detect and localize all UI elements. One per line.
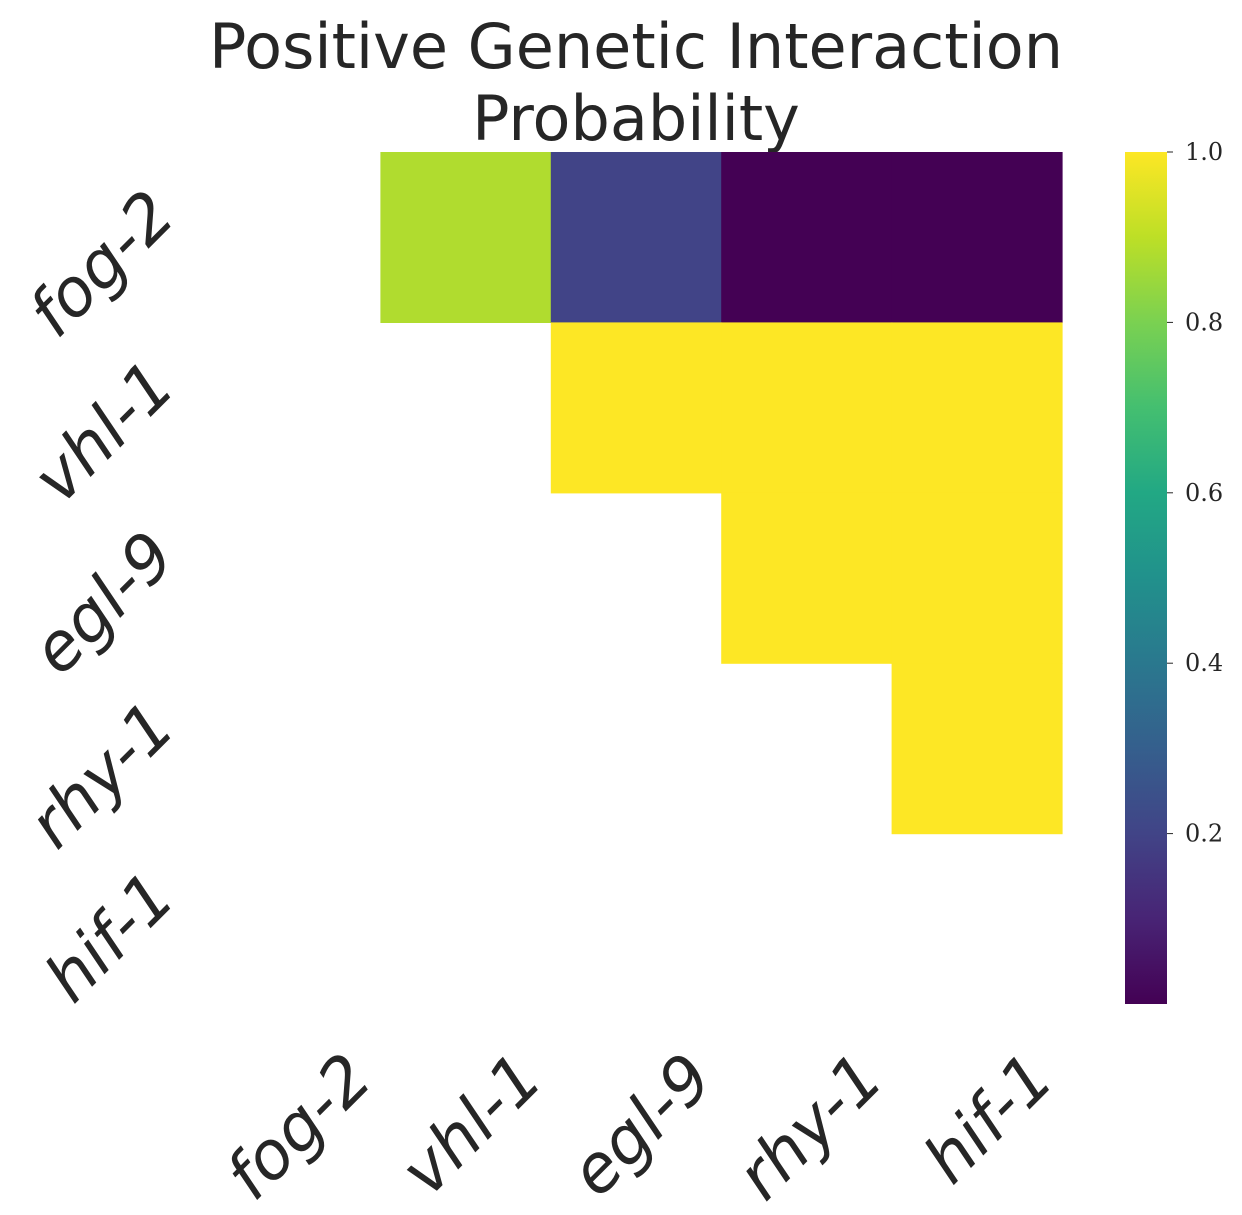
chart-title-line-1: Positive Genetic Interaction	[209, 10, 1063, 83]
heatmap-cell-rhy-1-hif-1	[891, 663, 1063, 835]
colorbar-tick-label: 0.8	[1185, 308, 1223, 336]
heatmap-cells	[380, 152, 1063, 835]
colorbar-ticks: 0.2 0.4 0.6 0.8 1.0	[1167, 138, 1223, 848]
colorbar-tick-label: 0.2	[1185, 820, 1223, 848]
row-label-egl-9: egl-9	[17, 517, 189, 689]
heatmap-cell-egl-9-rhy-1	[721, 492, 893, 664]
row-label-fog-2: fog-2	[14, 176, 190, 352]
colorbar-tick-label: 0.6	[1185, 479, 1223, 507]
column-label-egl-9: egl-9	[555, 1039, 727, 1211]
row-label-rhy-1: rhy-1	[14, 687, 190, 863]
heatmap-cell-fog-2-egl-9	[550, 152, 722, 323]
column-label-fog-2: fog-2	[211, 1039, 387, 1215]
heatmap-cell-fog-2-hif-1	[891, 152, 1063, 323]
heatmap-cell-fog-2-rhy-1	[721, 152, 893, 323]
heatmap-cell-fog-2-vhl-1	[380, 152, 552, 323]
colorbar	[1125, 152, 1167, 1004]
colorbar-tick-label: 0.4	[1185, 649, 1223, 677]
heatmap-cell-vhl-1-hif-1	[891, 322, 1063, 494]
column-label-hif-1: hif-1	[909, 1039, 1068, 1198]
chart-title-line-2: Probability	[472, 82, 800, 155]
heatmap-cell-egl-9-hif-1	[891, 492, 1063, 664]
row-label-hif-1: hif-1	[30, 858, 189, 1017]
column-label-rhy-1: rhy-1	[722, 1039, 898, 1215]
row-label-vhl-1: vhl-1	[18, 346, 189, 517]
heatmap-cell-vhl-1-rhy-1	[721, 322, 893, 494]
column-label-vhl-1: vhl-1	[386, 1039, 557, 1210]
heatmap-cell-vhl-1-egl-9	[550, 322, 722, 494]
colorbar-tick-label: 1.0	[1185, 138, 1223, 166]
